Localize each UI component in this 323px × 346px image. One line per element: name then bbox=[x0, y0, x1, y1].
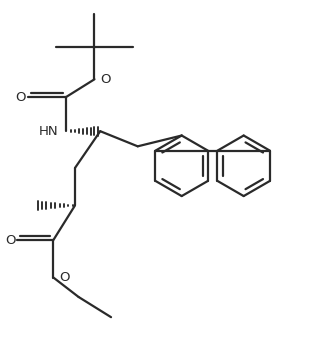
Text: O: O bbox=[5, 234, 16, 247]
Text: O: O bbox=[16, 91, 26, 104]
Text: O: O bbox=[59, 271, 69, 284]
Text: HN: HN bbox=[38, 125, 58, 138]
Text: O: O bbox=[101, 73, 111, 86]
